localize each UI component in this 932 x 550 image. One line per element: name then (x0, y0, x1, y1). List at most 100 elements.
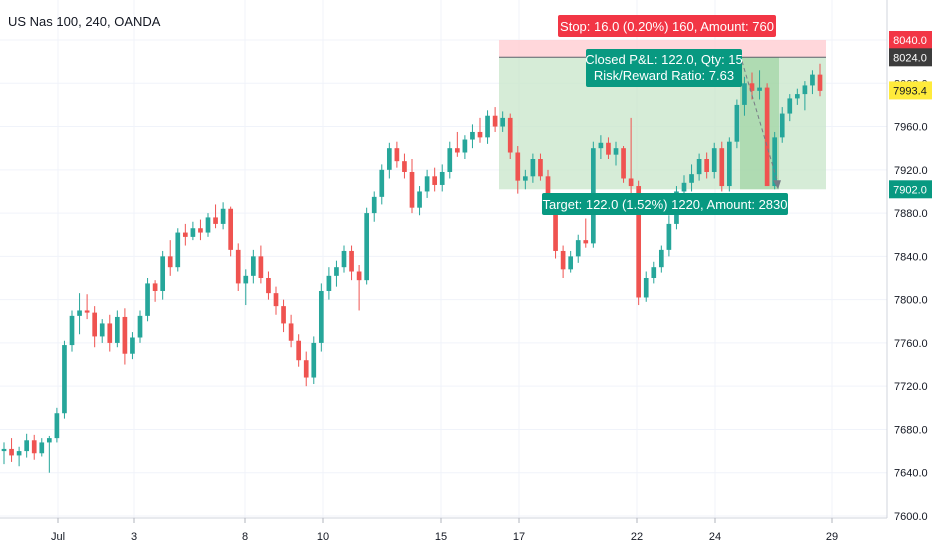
target-price-tag: 7902.0 (889, 180, 932, 199)
candle-body (719, 148, 725, 187)
candle-body (598, 142, 604, 149)
candle-body (417, 191, 422, 208)
candle-body (137, 315, 143, 338)
candle-body (402, 161, 407, 172)
candle-body (213, 217, 218, 224)
candle-body (606, 142, 611, 155)
candle-body (1, 448, 7, 452)
target-price-tag-text: 7902.0 (893, 184, 927, 196)
candle-body (696, 159, 702, 175)
candle-body (9, 448, 14, 456)
candle-body (235, 249, 241, 284)
candle-body (167, 256, 173, 268)
candle-body (568, 256, 574, 270)
pnl-label: Closed P&L: 122.0, Qty: 15 Risk/Reward R… (585, 49, 743, 87)
candle-body (787, 98, 793, 114)
candle-body (356, 271, 362, 281)
candle-body (553, 206, 558, 251)
candle-body (500, 117, 506, 127)
candle-body (636, 186, 642, 298)
candle-body (122, 316, 128, 354)
stop-price-tag-text: 8040.0 (893, 35, 927, 47)
candle-body (326, 275, 332, 291)
candle-body (281, 306, 286, 324)
stop-price-tag: 8040.0 (889, 31, 932, 49)
candle-body (198, 228, 203, 233)
candle-body (205, 217, 211, 233)
candle-body (613, 148, 619, 155)
candle-body (643, 278, 649, 298)
candle-body (734, 104, 740, 142)
price-tick-label: 7720.0 (894, 381, 928, 393)
candle-body (704, 159, 710, 172)
candle-body (182, 232, 188, 237)
stop-label-text: Stop: 16.0 (0.20%) 160, Amount: 760 (560, 19, 774, 34)
candle-body (764, 87, 770, 187)
time-tick-label: 8 (242, 531, 248, 543)
price-tick-label: 7680.0 (894, 424, 928, 436)
candle-body (54, 413, 60, 439)
trade-path-line (741, 61, 779, 184)
time-tick-label: 15 (435, 531, 447, 543)
candle-body (266, 278, 271, 294)
candle-body (538, 159, 543, 177)
candle-body (394, 148, 400, 162)
candle-body (772, 137, 778, 187)
candle-body (220, 208, 226, 224)
candle-body (810, 74, 815, 86)
entry-price-tag: 8024.0 (889, 48, 932, 67)
time-tick-label: 29 (826, 531, 838, 543)
candle-body (711, 148, 717, 172)
candle-body (802, 85, 808, 95)
candle-body (681, 182, 687, 192)
entry-price-tag-box (889, 48, 932, 67)
candle-body (160, 256, 166, 291)
time-tick-label: 17 (513, 531, 525, 543)
candle-body (454, 148, 460, 153)
candle-body (575, 240, 581, 257)
candle-body (243, 275, 249, 284)
candle-body (779, 113, 785, 138)
candle-body (250, 256, 256, 276)
candle-body (485, 115, 490, 138)
pnl-label-text: Closed P&L: 122.0, Qty: 15 (585, 52, 743, 67)
price-tick-label: 7920.0 (894, 165, 928, 177)
target-label: Target: 122.0 (1.52%) 1220, Amount: 2830 (542, 193, 788, 215)
candle-body (228, 208, 234, 250)
candle-body (507, 117, 513, 153)
time-tick-label: 24 (709, 531, 721, 543)
price-tick-label: 7960.0 (894, 122, 928, 134)
candle-body (46, 438, 52, 443)
candle-body (190, 228, 196, 237)
target-label-text: Target: 122.0 (1.52%) 1220, Amount: 2830 (542, 197, 787, 212)
candle-body (77, 310, 82, 316)
candle-body (621, 148, 626, 179)
candle-body (288, 323, 294, 341)
candle-body (689, 174, 694, 183)
trade-path-arrowhead-icon (773, 180, 781, 190)
candle-body (16, 451, 22, 456)
candle-body (62, 345, 67, 414)
price-tick-label: 7600.0 (894, 511, 928, 523)
candle-body (817, 74, 823, 91)
candle-body (742, 83, 747, 105)
stop-price-tag-box (889, 31, 932, 49)
time-axis-ticks: Jul 3 8 10 15 17 22 24 29 (51, 518, 838, 543)
candle-body (311, 342, 317, 378)
candle-body (114, 316, 120, 343)
candle-body (258, 256, 264, 278)
candle-body (651, 267, 657, 278)
candle-body (31, 440, 37, 454)
candle-body (583, 240, 589, 244)
stop-zone (499, 40, 826, 58)
entry-price-tag-text: 8024.0 (893, 52, 927, 64)
time-axis[interactable]: Jul 3 8 10 15 17 22 24 29 (0, 517, 887, 543)
candle-body (432, 176, 438, 185)
target-label-box (542, 193, 788, 215)
time-tick-label: Jul (51, 531, 65, 543)
candle-body (318, 290, 324, 343)
candle-body (470, 131, 475, 140)
last-price-tag: 7993.4 (889, 81, 932, 100)
candle-body (69, 315, 75, 346)
